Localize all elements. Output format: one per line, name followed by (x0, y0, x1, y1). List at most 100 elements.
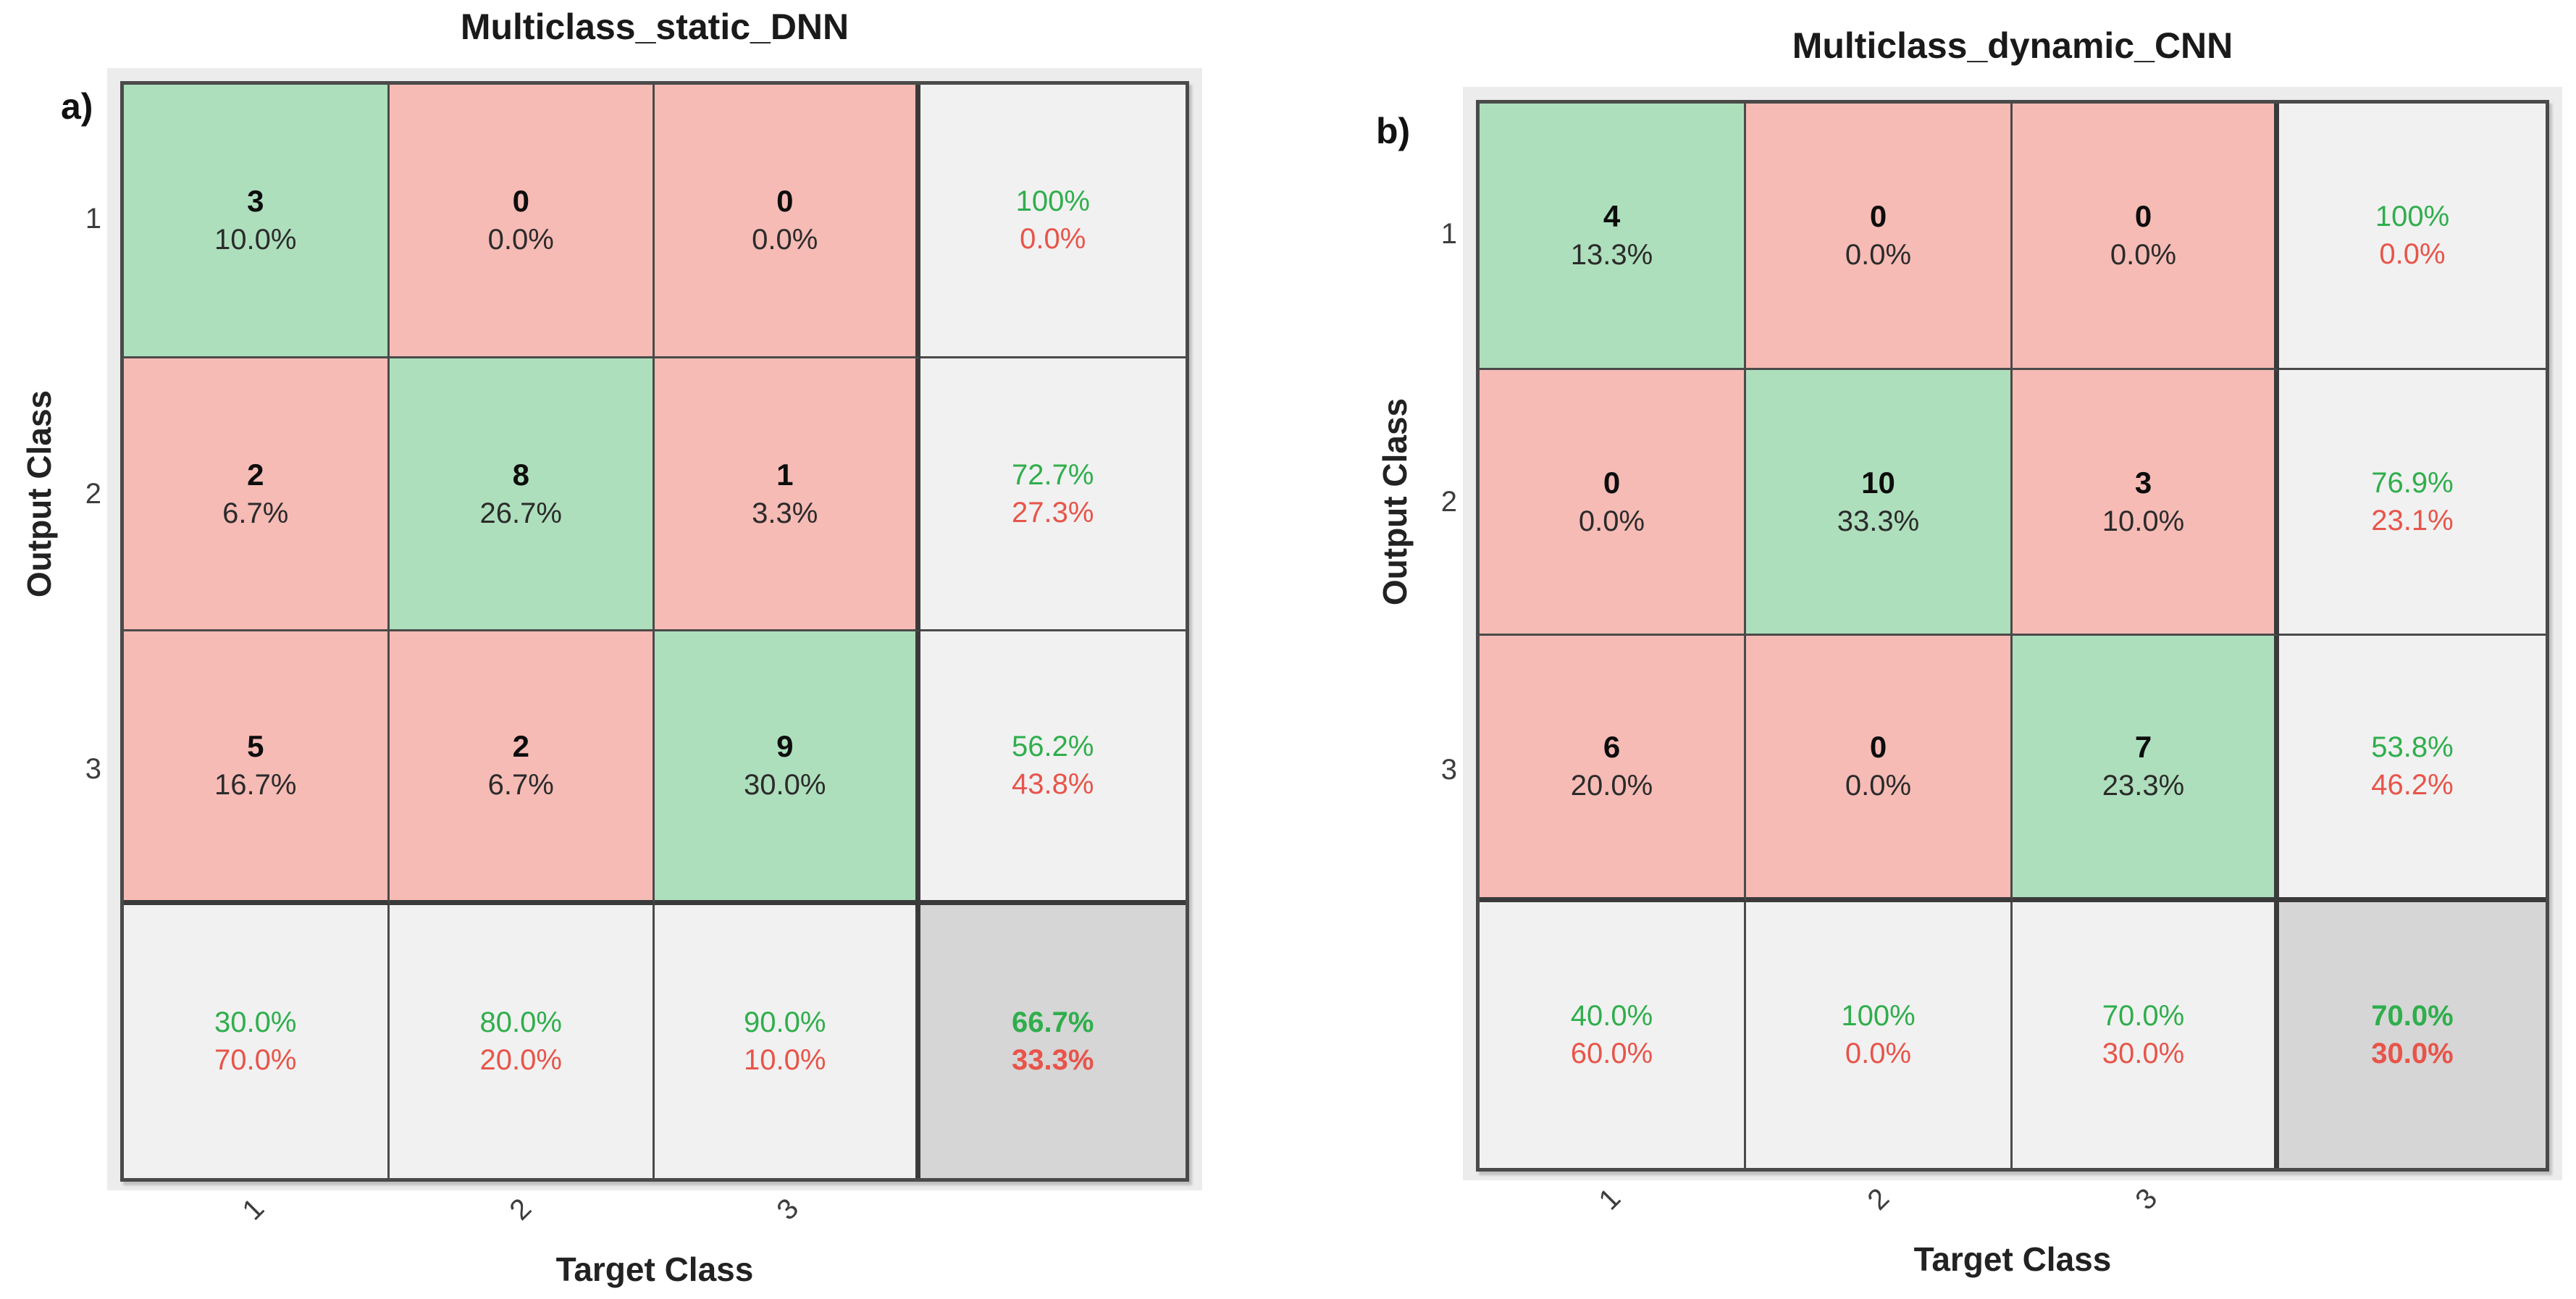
bad-value: 30.0% (2371, 1038, 2454, 1070)
cell-1-1: 3 10.0% (124, 85, 390, 358)
y-axis-ticks: 1 2 3 (51, 81, 104, 907)
pct-value: 30.0% (744, 769, 826, 802)
good-value: 100% (1841, 1000, 1916, 1033)
panel-label-a: a) (61, 86, 93, 127)
pct-value: 13.3% (1570, 239, 1653, 272)
count-value: 3 (247, 184, 264, 219)
row-summary-1: 100% 0.0% (2279, 104, 2546, 370)
pct-value: 0.0% (487, 224, 554, 256)
bad-value: 20.0% (479, 1044, 562, 1077)
pct-value: 0.0% (1578, 505, 1645, 537)
bad-value: 10.0% (744, 1044, 826, 1077)
bad-value: 0.0% (1845, 1038, 1912, 1070)
confusion-grid-a: 3 10.0% 0 0.0% 0 0.0% 100% 0.0% 2 6.7% 8 26.7% 1 3.3%… (120, 81, 1189, 1182)
cell-2-2: 10 33.3% (1746, 369, 2013, 636)
pct-value: 33.3% (1837, 505, 1920, 537)
good-value: 72.7% (1012, 458, 1094, 491)
cell-1-1: 4 13.3% (1480, 104, 1746, 370)
x-tick-label: 1 (1593, 1182, 1627, 1216)
x-axis-label: Target Class (555, 1250, 754, 1288)
pct-value: 6.7% (222, 497, 289, 529)
x-tick-label: 1 (236, 1192, 271, 1227)
bad-value: 0.0% (2379, 238, 2446, 271)
cell-2-1: 2 6.7% (124, 358, 390, 631)
good-value: 100% (2375, 201, 2450, 233)
pct-value: 16.7% (214, 769, 297, 802)
x-tick: 3 (2013, 1182, 2281, 1244)
x-tick: 2 (1745, 1182, 2013, 1244)
bad-value: 60.0% (1570, 1038, 1653, 1070)
x-tick: 1 (120, 1193, 387, 1254)
col-summary-3: 70.0% 30.0% (2013, 901, 2279, 1168)
count-value: 5 (247, 729, 264, 764)
bad-value: 30.0% (2102, 1038, 2185, 1070)
row-summary-1: 100% 0.0% (920, 85, 1186, 358)
panel-label-b: b) (1376, 111, 1411, 151)
y-tick-label: 2 (1440, 485, 1457, 518)
count-value: 1 (776, 457, 794, 492)
bad-value: 43.8% (1012, 768, 1094, 801)
count-value: 0 (1603, 465, 1621, 500)
count-value: 10 (1861, 465, 1895, 500)
cell-1-2: 0 0.0% (1746, 104, 2013, 370)
bad-value: 0.0% (1020, 223, 1086, 256)
pct-value: 20.0% (1570, 770, 1653, 802)
col-summary-1: 30.0% 70.0% (124, 904, 390, 1178)
cell-2-3: 3 10.0% (2013, 369, 2279, 636)
pct-value: 26.7% (479, 497, 562, 529)
x-tick-label: 2 (503, 1192, 538, 1227)
count-value: 0 (1869, 199, 1887, 234)
row-summary-2: 76.9% 23.1% (2279, 369, 2546, 636)
count-value: 8 (512, 457, 529, 492)
pct-value: 0.0% (2110, 239, 2177, 272)
pct-value: 0.0% (752, 224, 818, 256)
col-summary-1: 40.0% 60.0% (1480, 901, 1746, 1168)
confusion-grid-b: 4 13.3% 0 0.0% 0 0.0% 100% 0.0% 0 0.0% 10 33.3% 3 10.… (1476, 100, 2549, 1172)
count-value: 0 (2134, 199, 2152, 234)
x-tick: 2 (387, 1193, 655, 1254)
x-tick-label: 2 (1860, 1182, 1895, 1216)
overall-accuracy-cell: 70.0% 30.0% (2279, 901, 2546, 1168)
bad-value: 33.3% (1012, 1044, 1094, 1077)
good-value: 76.9% (2371, 466, 2454, 499)
x-tick-label: 3 (771, 1192, 805, 1227)
cell-2-3: 1 3.3% (655, 358, 920, 631)
cell-3-1: 6 20.0% (1480, 636, 1746, 902)
pct-value: 10.0% (214, 224, 297, 256)
count-value: 7 (2134, 730, 2152, 765)
good-value: 80.0% (479, 1006, 562, 1039)
good-value: 40.0% (1570, 1000, 1653, 1033)
pct-value: 10.0% (2102, 505, 2185, 537)
pct-value: 23.3% (2102, 770, 2185, 802)
x-axis-ticks: 1 2 3 (1476, 1182, 2281, 1244)
count-value: 3 (2134, 465, 2152, 500)
x-tick: 3 (655, 1193, 922, 1254)
cell-3-2: 2 6.7% (389, 631, 655, 905)
pct-value: 0.0% (1845, 239, 1912, 272)
count-value: 4 (1603, 199, 1621, 234)
y-tick-label: 1 (1440, 217, 1457, 250)
good-value: 53.8% (2371, 731, 2454, 764)
y-tick-label: 3 (1440, 753, 1457, 786)
row-summary-2: 72.7% 27.3% (920, 358, 1186, 631)
bad-value: 70.0% (214, 1044, 297, 1077)
cell-3-3: 7 23.3% (2013, 636, 2279, 902)
x-tick: 1 (1476, 1182, 1745, 1244)
good-value: 56.2% (1012, 731, 1094, 763)
cell-2-1: 0 0.0% (1480, 369, 1746, 636)
col-summary-3: 90.0% 10.0% (655, 904, 920, 1178)
row-summary-3: 56.2% 43.8% (920, 631, 1186, 905)
row-summary-3: 53.8% 46.2% (2279, 636, 2546, 902)
bad-value: 27.3% (1012, 496, 1094, 529)
chart-title-a: Multiclass_static_DNN (460, 7, 849, 47)
count-value: 0 (512, 184, 529, 219)
cell-1-3: 0 0.0% (2013, 104, 2279, 370)
cell-1-3: 0 0.0% (655, 85, 920, 358)
y-tick-label: 1 (85, 202, 101, 235)
bad-value: 23.1% (2371, 504, 2454, 537)
col-summary-2: 80.0% 20.0% (389, 904, 655, 1178)
x-tick-label: 3 (2129, 1182, 2164, 1216)
count-value: 0 (1869, 730, 1887, 765)
good-value: 100% (1015, 185, 1090, 218)
cell-2-2: 8 26.7% (389, 358, 655, 631)
